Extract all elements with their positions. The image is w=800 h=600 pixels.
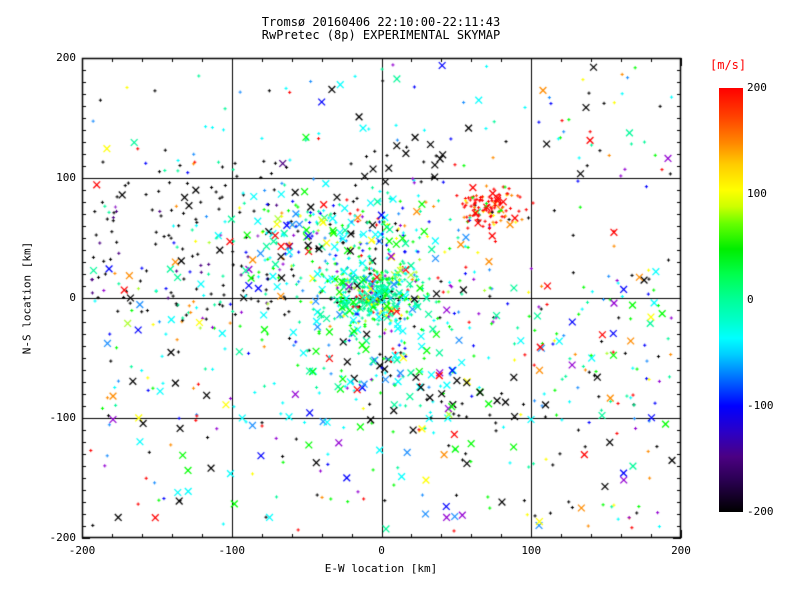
x-tick-label: -100: [218, 544, 246, 557]
x-tick-label: 0: [378, 544, 385, 557]
x-tick-label: -200: [68, 544, 96, 557]
colorbar-tick-label: 200: [747, 81, 767, 94]
colorbar-tick-label: 0: [747, 293, 754, 306]
y-tick-label: 200: [56, 51, 76, 64]
y-tick-label: -200: [49, 531, 77, 544]
plot-title-line1: Tromsø 20160406 22:10:00-22:11:43: [261, 15, 501, 29]
colorbar-tick-label: -100: [747, 399, 774, 412]
colorbar: [719, 88, 743, 512]
colorbar-tick-label: -200: [747, 505, 774, 518]
plot-title: Tromsø 20160406 22:10:00-22:11:43 RwPret…: [262, 16, 500, 42]
x-tick-label: 200: [671, 544, 691, 557]
y-tick-label: 100: [56, 171, 76, 184]
y-tick-label: 0: [69, 291, 76, 304]
colorbar-unit-label: [m/s]: [710, 58, 747, 72]
x-axis-label: E-W location [km]: [324, 562, 438, 575]
colorbar-tick-label: 100: [747, 187, 767, 200]
x-tick-label: 100: [521, 544, 542, 557]
y-tick-label: -100: [49, 411, 77, 424]
plot-title-line2: RwPretec (8p) EXPERIMENTAL SKYMAP: [261, 28, 501, 42]
